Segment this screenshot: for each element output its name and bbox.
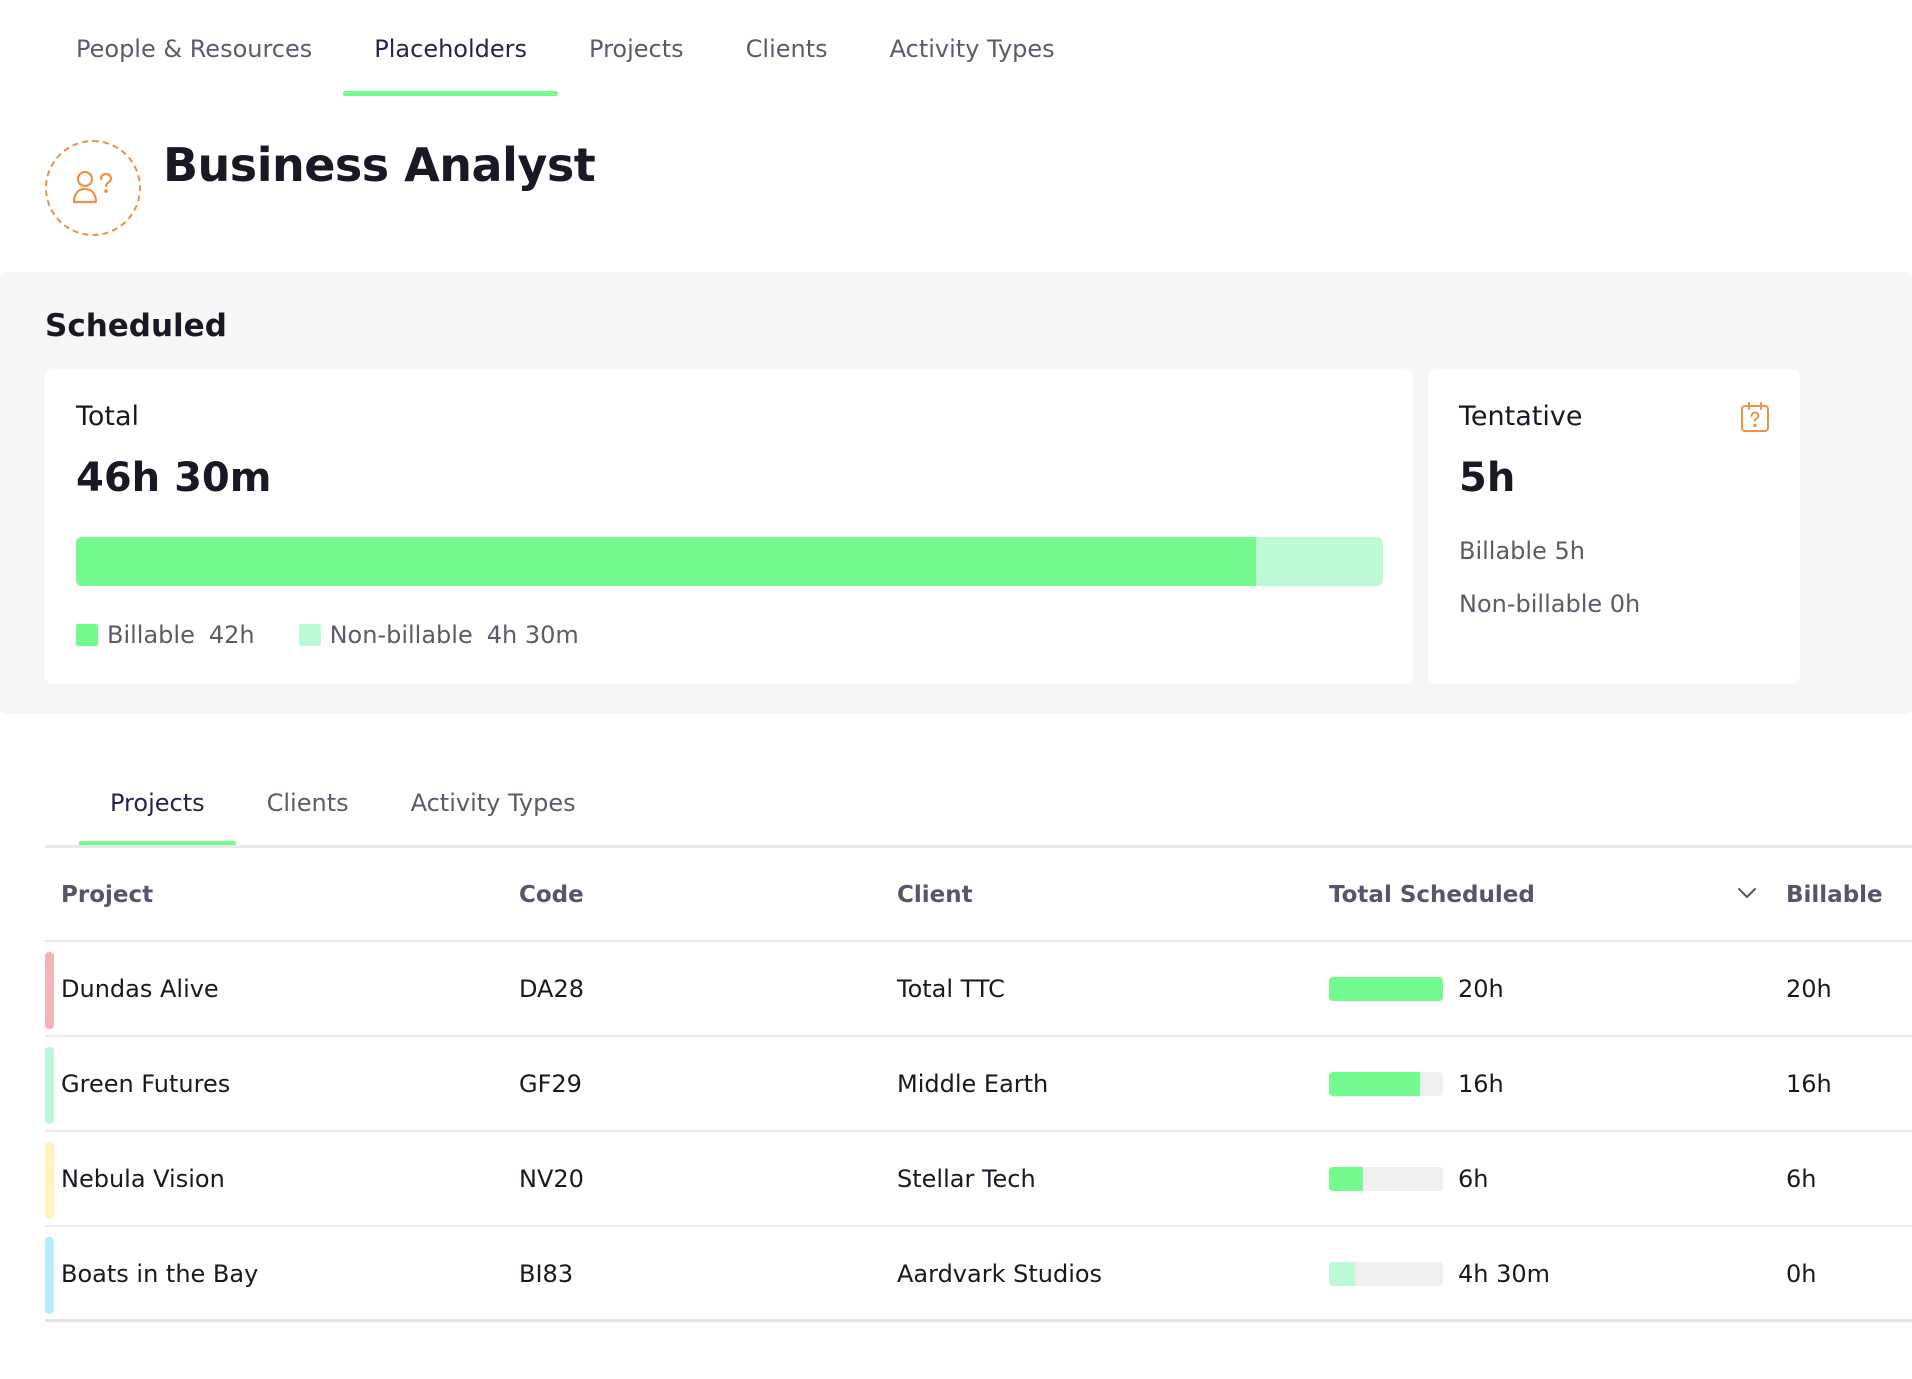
scheduled-bar xyxy=(1329,1071,1443,1096)
project-color-strip xyxy=(45,1047,54,1124)
project-color-strip xyxy=(45,952,54,1029)
legend-billable-label: Billable xyxy=(107,621,195,649)
project-color-strip xyxy=(45,1237,54,1314)
legend-nonbillable: Non-billable 4h 30m xyxy=(298,621,579,649)
table-row[interactable]: Green Futures GF29 Middle Earth 16h 16h xyxy=(45,1037,1912,1132)
scheduled-bar-fill xyxy=(1329,1261,1355,1286)
tentative-label: Tentative xyxy=(1459,401,1583,432)
tentative-billable: Billable 5h xyxy=(1459,537,1585,565)
cell-billable: 20h xyxy=(1786,974,1832,1003)
scheduled-bar xyxy=(1329,976,1443,1001)
tentative-card: Tentative 5h Billable 5h Non-billable 0h xyxy=(1428,369,1800,684)
tab-placeholders[interactable]: Placeholders xyxy=(343,0,558,98)
cell-client: Aardvark Studios xyxy=(897,1259,1103,1288)
page-title: Business Analyst xyxy=(163,138,596,192)
billable-swatch xyxy=(76,624,98,646)
tentative-value: 5h xyxy=(1459,455,1516,501)
header-total-scheduled[interactable]: Total Scheduled xyxy=(1329,882,1535,908)
person-question-icon xyxy=(72,170,113,204)
top-nav: People & Resources Placeholders Projects… xyxy=(45,0,1086,98)
cell-code: GF29 xyxy=(519,1069,582,1098)
cell-client: Middle Earth xyxy=(897,1069,1049,1098)
scheduled-bar xyxy=(1329,1261,1443,1286)
tab-activity-types[interactable]: Activity Types xyxy=(889,35,1055,63)
total-progress-bar xyxy=(76,537,1383,586)
total-value: 46h 30m xyxy=(76,455,272,501)
cell-scheduled-bar xyxy=(1329,1132,1443,1225)
cell-total-scheduled: 20h xyxy=(1458,974,1504,1003)
cell-billable: 0h xyxy=(1786,1259,1817,1288)
cell-project: Nebula Vision xyxy=(61,1164,225,1193)
cell-scheduled-bar xyxy=(1329,1227,1443,1320)
cell-code: BI83 xyxy=(519,1259,574,1288)
total-label: Total xyxy=(76,401,140,432)
cell-total-scheduled: 6h xyxy=(1458,1164,1489,1193)
subtab-clients[interactable]: Clients xyxy=(266,789,349,817)
scheduled-bar-fill xyxy=(1329,976,1443,1001)
nonbillable-swatch xyxy=(298,624,321,646)
scheduled-bar-fill xyxy=(1329,1071,1421,1096)
cell-client: Stellar Tech xyxy=(897,1164,1036,1193)
billable-progress-fill xyxy=(76,537,1257,586)
cell-project: Dundas Alive xyxy=(61,974,219,1003)
breakdown-tabs: Projects Clients Activity Types xyxy=(79,760,607,846)
subtab-activity-types[interactable]: Activity Types xyxy=(410,789,576,817)
table-row[interactable]: Nebula Vision NV20 Stellar Tech 6h 6h xyxy=(45,1132,1912,1227)
legend-billable-value: 42h xyxy=(208,621,255,649)
table-row[interactable]: Dundas Alive DA28 Total TTC 20h 20h xyxy=(45,942,1912,1037)
cell-scheduled-bar xyxy=(1329,1037,1443,1130)
cell-total-scheduled: 4h 30m xyxy=(1458,1259,1551,1288)
cell-billable: 16h xyxy=(1786,1069,1832,1098)
cell-total-scheduled: 16h xyxy=(1458,1069,1504,1098)
cell-project: Boats in the Bay xyxy=(61,1259,259,1288)
scheduled-bar xyxy=(1329,1166,1443,1191)
tabs-divider xyxy=(45,845,1912,848)
tentative-nonbillable: Non-billable 0h xyxy=(1459,590,1641,618)
header-project[interactable]: Project xyxy=(61,882,154,908)
tab-clients[interactable]: Clients xyxy=(745,35,828,63)
tab-projects[interactable]: Projects xyxy=(589,35,684,63)
legend-billable: Billable 42h xyxy=(76,621,255,649)
calendar-question-icon xyxy=(1741,402,1769,432)
cell-billable: 6h xyxy=(1786,1164,1817,1193)
legend-nonbillable-value: 4h 30m xyxy=(486,621,579,649)
avatar xyxy=(45,140,141,236)
scheduled-title: Scheduled xyxy=(45,308,227,344)
cell-project: Green Futures xyxy=(61,1069,231,1098)
scheduled-panel: Scheduled Total 46h 30m Billable 42h Non… xyxy=(0,272,1912,714)
header-client[interactable]: Client xyxy=(897,882,973,908)
total-legend: Billable 42h Non-billable 4h 30m xyxy=(76,621,623,649)
projects-table: Project Code Client Total Scheduled Bill… xyxy=(45,848,1912,1322)
cell-code: NV20 xyxy=(519,1164,584,1193)
table-header: Project Code Client Total Scheduled Bill… xyxy=(45,848,1912,942)
header-billable[interactable]: Billable xyxy=(1786,882,1883,908)
scheduled-bar-fill xyxy=(1329,1166,1364,1191)
table-row[interactable]: Boats in the Bay BI83 Aardvark Studios 4… xyxy=(45,1227,1912,1322)
legend-nonbillable-label: Non-billable xyxy=(329,621,473,649)
chevron-down-icon[interactable] xyxy=(1733,879,1761,907)
project-color-strip xyxy=(45,1142,54,1219)
tab-people-resources[interactable]: People & Resources xyxy=(76,35,313,63)
cell-code: DA28 xyxy=(519,974,585,1003)
total-card: Total 46h 30m Billable 42h Non-billable … xyxy=(45,369,1413,684)
cell-client: Total TTC xyxy=(897,974,1005,1003)
cell-scheduled-bar xyxy=(1329,942,1443,1035)
subtab-projects[interactable]: Projects xyxy=(79,760,236,846)
header-code[interactable]: Code xyxy=(519,882,584,908)
